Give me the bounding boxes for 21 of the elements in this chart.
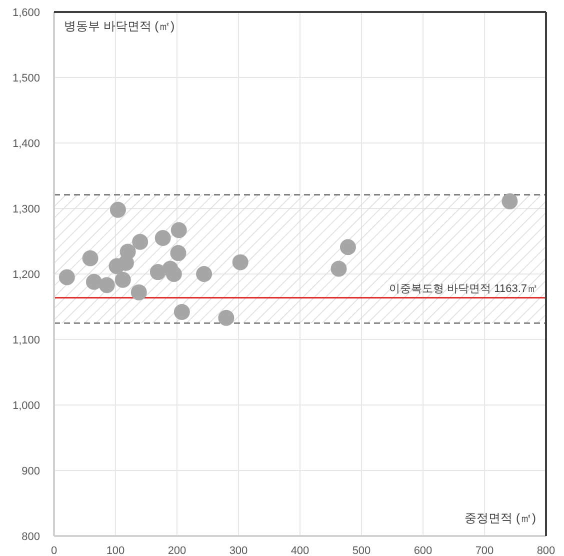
y-tick-label: 1,600 <box>12 7 40 19</box>
x-tick-label: 800 <box>536 545 556 556</box>
x-tick-label: 500 <box>352 545 371 556</box>
ref-line-label: 이중복도형 바닥면적 1163.7㎡ <box>389 282 538 295</box>
y-tick-label: 1,100 <box>12 334 40 346</box>
x-tick-label: 100 <box>106 545 125 556</box>
y-tick-label: 1,500 <box>12 72 40 84</box>
x-axis-title: 중정면적 (㎡) <box>464 511 536 525</box>
x-tick-label: 300 <box>229 545 248 556</box>
y-axis-title: 병동부 바닥면적 (㎡) <box>64 19 175 33</box>
x-tick-label: 600 <box>414 545 432 556</box>
x-tick-label: 400 <box>290 545 310 556</box>
y-tick-label: 1,300 <box>12 204 40 216</box>
y-tick-label: 800 <box>22 531 40 543</box>
y-tick-label: 900 <box>22 466 40 478</box>
x-tick-label: 200 <box>168 545 186 556</box>
x-tick-label: 700 <box>475 545 494 556</box>
y-tick-label: 1,400 <box>12 138 40 150</box>
y-tick-label: 1,200 <box>12 269 40 281</box>
y-tick-label: 1,000 <box>12 400 40 412</box>
x-tick-label: 0 <box>50 545 58 556</box>
